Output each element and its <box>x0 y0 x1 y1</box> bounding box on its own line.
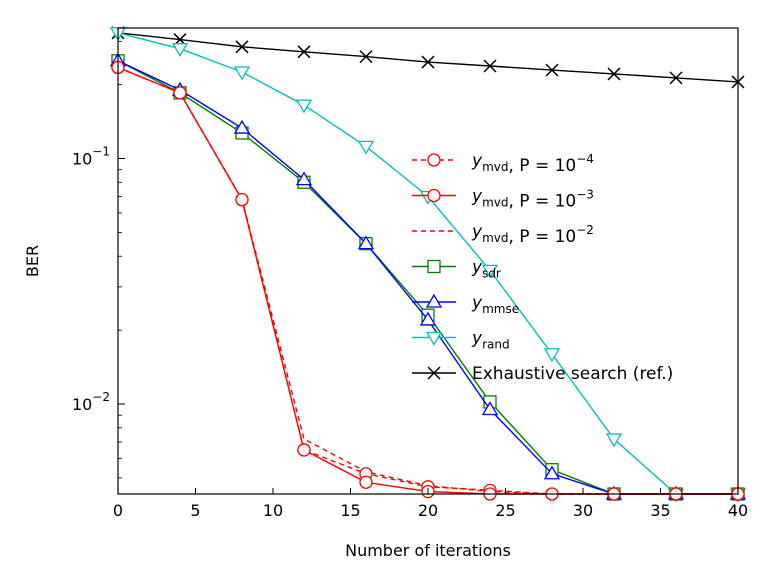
series-line <box>117 32 739 83</box>
data-point <box>357 235 375 250</box>
data-point <box>297 443 311 457</box>
x-tick-label: 10 <box>263 501 283 520</box>
data-point <box>233 66 251 81</box>
x-tick-label: 30 <box>573 501 593 520</box>
legend-label: yrand <box>471 329 510 352</box>
data-point <box>607 67 621 81</box>
series-line <box>117 60 738 495</box>
legend-label: ymvd, P = 10−4 <box>471 151 594 176</box>
y-tick-label: 10−1 <box>72 144 110 168</box>
x-tick-label: 0 <box>113 501 123 520</box>
series-0 <box>111 60 745 501</box>
data-point <box>481 264 499 279</box>
x-axis-ticks: 0 5 10 15 20 25 30 35 40 <box>113 488 748 520</box>
data-point <box>235 40 249 54</box>
data-point <box>605 433 623 448</box>
legend-item: Exhaustive search (ref.) <box>412 364 673 384</box>
legend-item: ymmse <box>412 293 519 316</box>
legend-label: Exhaustive search (ref.) <box>472 364 673 384</box>
legend: ymvd, P = 10−4 ymvd, P = 10−3 ymvd, P = 10… <box>412 151 673 384</box>
data-point <box>427 366 441 380</box>
data-point <box>425 293 443 308</box>
data-point <box>419 311 437 326</box>
data-point <box>357 140 375 155</box>
series-line <box>117 66 738 495</box>
legend-item: ysdr <box>412 258 501 281</box>
data-point <box>543 348 561 363</box>
y-axis-ticks: 10−1 10−2 <box>72 40 125 479</box>
x-tick-label: 40 <box>728 501 748 520</box>
series-line <box>117 60 738 495</box>
data-point <box>235 192 249 207</box>
x-tick-label: 25 <box>495 501 515 520</box>
data-point <box>545 63 559 77</box>
data-point <box>427 259 441 274</box>
legend-label: ymmse <box>471 293 519 316</box>
series-line <box>117 66 738 495</box>
data-point <box>421 55 435 69</box>
data-point <box>171 43 189 57</box>
series-4 <box>109 52 747 500</box>
data-point <box>233 119 251 134</box>
data-point <box>427 188 441 203</box>
y-axis-label: BER <box>23 245 42 277</box>
data-point <box>297 45 311 59</box>
x-axis-label: Number of iterations <box>345 541 511 560</box>
x-tick-label: 20 <box>418 501 438 520</box>
data-point <box>295 99 313 114</box>
data-point <box>543 465 561 480</box>
series-3 <box>111 54 745 501</box>
legend-label: ysdr <box>471 258 501 281</box>
legend-item: ymvd, P = 10−4 <box>412 151 594 176</box>
series-line <box>117 66 738 495</box>
data-point <box>173 86 187 100</box>
series-6 <box>111 26 745 89</box>
y-tick-exponent: −1 <box>92 144 110 158</box>
data-point <box>481 401 499 416</box>
data-point <box>359 475 373 489</box>
series-1 <box>111 60 745 501</box>
x-tick-label: 15 <box>340 501 360 520</box>
data-point <box>427 153 441 167</box>
data-point <box>359 50 373 64</box>
legend-item: yrand <box>412 329 510 352</box>
legend-item: ymvd, P = 10−3 <box>412 187 594 212</box>
legend-label: ymvd, P = 10−3 <box>471 187 594 212</box>
x-tick-label: 5 <box>190 501 200 520</box>
data-point <box>425 331 443 346</box>
series-2 <box>117 66 738 495</box>
data-point <box>295 171 313 186</box>
data-point <box>483 59 497 73</box>
data-point <box>669 71 683 85</box>
x-tick-label: 35 <box>650 501 670 520</box>
y-tick-label: 10−2 <box>72 390 110 414</box>
legend-item: ymvd, P = 10−2 <box>412 222 594 247</box>
y-tick-exponent: −2 <box>92 390 110 404</box>
legend-label: ymvd, P = 10−2 <box>471 222 594 247</box>
